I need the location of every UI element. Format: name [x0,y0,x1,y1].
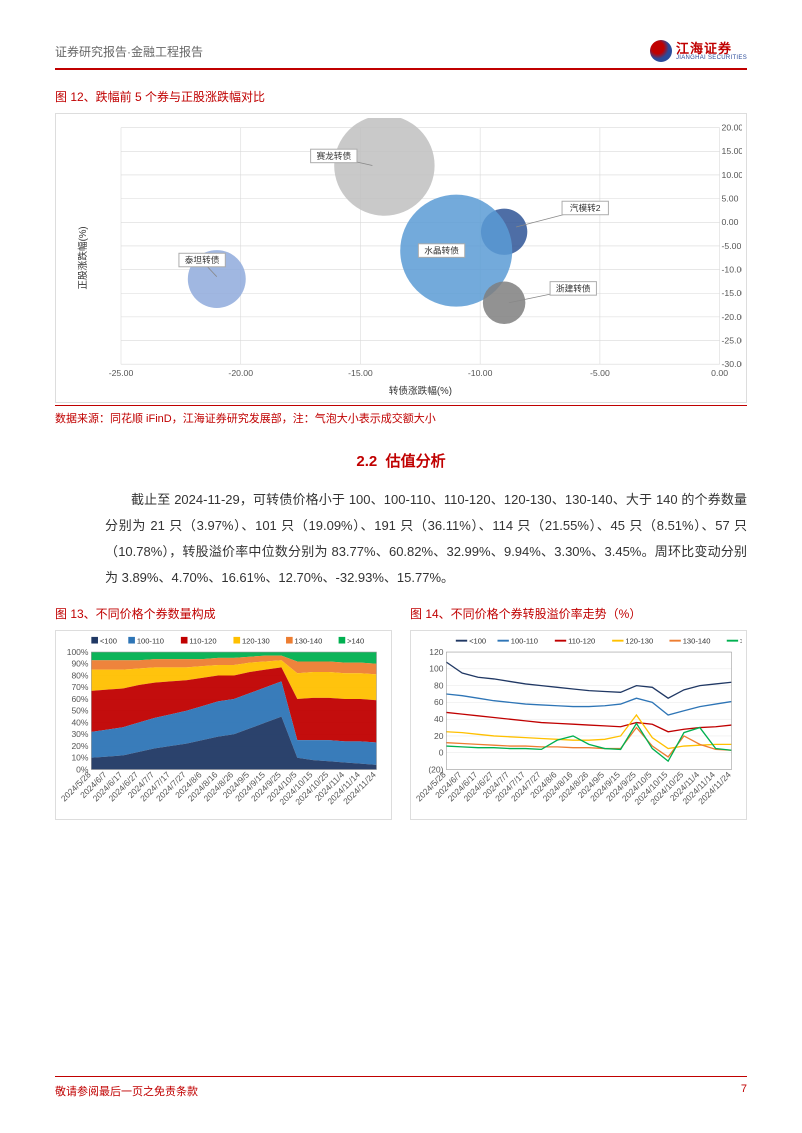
svg-text:5.00: 5.00 [722,194,739,204]
svg-text:130-140: 130-140 [295,637,323,646]
divider [55,405,747,406]
fig14-col: 图 14、不同价格个券转股溢价率走势（%） <100 100-110 110-120… [410,605,747,820]
svg-text:90%: 90% [71,659,88,669]
svg-text:100%: 100% [67,647,89,657]
two-chart-row: 图 13、不同价格个券数量构成 <100 100-110 110-120 120-13… [55,605,747,820]
svg-text:120: 120 [429,647,443,657]
svg-text:80: 80 [434,680,444,690]
svg-text:60: 60 [434,697,444,707]
svg-text:<100: <100 [469,637,486,646]
svg-text:>140: >140 [347,637,364,646]
svg-text:100-110: 100-110 [511,637,538,646]
svg-text:泰坦转债: 泰坦转债 [185,254,220,265]
svg-text:-20.00: -20.00 [228,368,253,378]
svg-text:浙建转债: 浙建转债 [556,282,591,293]
fig14-line-chart: <100100-110110-120120-130130-140>140(20)… [410,630,747,820]
svg-text:-10.00: -10.00 [722,264,742,274]
svg-text:-15.00: -15.00 [348,368,373,378]
fig13-stacked-area: <100100-110110-120120-130130-140>1400%10… [55,630,392,820]
svg-text:120-130: 120-130 [242,637,270,646]
svg-text:120-130: 120-130 [625,637,653,646]
svg-text:-25.00: -25.00 [722,335,742,345]
svg-text:-5.00: -5.00 [722,241,742,251]
svg-text:0.00: 0.00 [711,368,728,378]
fig14-title: 图 14、不同价格个券转股溢价率走势（%） [410,605,747,622]
footer-disclaimer: 敬请参阅最后一页之免责条款 [55,1083,198,1099]
svg-text:-25.00: -25.00 [109,368,134,378]
svg-text:20: 20 [434,731,444,741]
fig12-source: 数据来源：同花顺 iFinD，江海证券研究发展部，注：气泡大小表示成交额大小 [55,410,747,426]
svg-text:正股涨跌幅(%): 正股涨跌幅(%) [77,226,89,289]
company-logo: 江海证券 JIANGHAI SECURITIES [650,40,747,62]
svg-text:10%: 10% [71,753,88,763]
section-2-2-heading: 2.2 估值分析 [55,450,747,471]
svg-text:80%: 80% [71,670,88,680]
logo-en: JIANGHAI SECURITIES [676,55,747,61]
logo-mark-icon [650,40,672,62]
svg-text:20.00: 20.00 [722,123,742,133]
svg-text:转债涨跌幅(%): 转债涨跌幅(%) [389,385,452,397]
fig12-title: 图 12、跌幅前 5 个券与正股涨跌幅对比 [55,88,747,105]
page-footer: 敬请参阅最后一页之免责条款 7 [55,1076,747,1099]
svg-text:110-120: 110-120 [189,637,216,646]
svg-text:汽模转2: 汽模转2 [570,202,601,213]
svg-text:水晶转债: 水晶转债 [424,244,459,255]
svg-text:赛龙转债: 赛龙转债 [316,150,351,161]
svg-text:70%: 70% [71,682,88,692]
svg-text:<100: <100 [100,637,117,646]
page-number: 7 [741,1083,747,1099]
svg-text:-15.00: -15.00 [722,288,742,298]
svg-text:50%: 50% [71,706,88,716]
logo-cn: 江海证券 [676,42,747,55]
svg-text:130-140: 130-140 [683,637,711,646]
svg-text:40%: 40% [71,717,88,727]
svg-text:-30.00: -30.00 [722,359,742,369]
svg-text:10.00: 10.00 [722,170,742,180]
svg-text:100-110: 100-110 [137,637,164,646]
svg-text:-10.00: -10.00 [468,368,493,378]
svg-text:20%: 20% [71,741,88,751]
body-paragraph: 截止至 2024-11-29，可转债价格小于 100、100-110、110-1… [105,487,747,591]
svg-text:100: 100 [429,664,443,674]
svg-text:0.00: 0.00 [722,217,739,227]
svg-text:30%: 30% [71,729,88,739]
section-title: 估值分析 [386,453,446,470]
report-category: 证券研究报告·金融工程报告 [55,43,203,60]
svg-text:15.00: 15.00 [722,146,742,156]
section-num: 2.2 [356,453,377,470]
svg-text:-5.00: -5.00 [590,368,610,378]
svg-text:110-120: 110-120 [568,637,595,646]
fig13-col: 图 13、不同价格个券数量构成 <100 100-110 110-120 120-13… [55,605,392,820]
svg-text:>140: >140 [740,637,742,646]
fig12-bubble-chart: -25.00-20.00-15.00-10.00-5.000.00-30.00-… [55,113,747,403]
fig13-title: 图 13、不同价格个券数量构成 [55,605,392,622]
page-header: 证券研究报告·金融工程报告 江海证券 JIANGHAI SECURITIES [55,40,747,70]
svg-text:60%: 60% [71,694,88,704]
svg-text:0: 0 [439,748,444,758]
svg-text:40: 40 [434,714,444,724]
svg-text:-20.00: -20.00 [722,312,742,322]
